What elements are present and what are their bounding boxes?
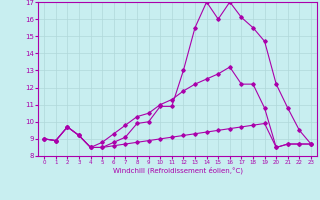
X-axis label: Windchill (Refroidissement éolien,°C): Windchill (Refroidissement éolien,°C) [113, 167, 243, 174]
